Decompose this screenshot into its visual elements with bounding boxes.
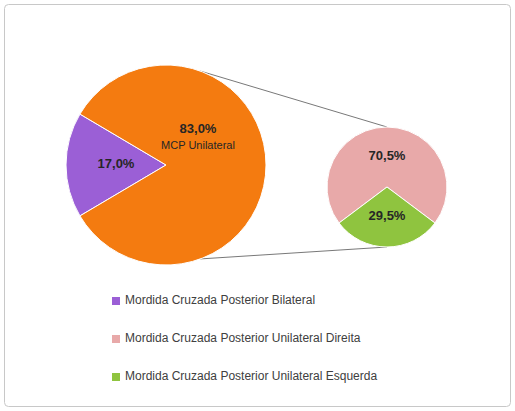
legend: Mordida Cruzada Posterior Bilateral Mordi… [112,293,377,383]
slice-label: MCP Unilateral [161,139,235,151]
pie [327,127,447,247]
legend-swatch [112,297,120,305]
data-label: 17,0% [98,156,135,171]
legend-label: Mordida Cruzada Posterior Unilateral Esq… [125,369,377,383]
legend-swatch [112,335,120,343]
plot-area [66,65,447,265]
legend-swatch [112,373,120,381]
data-label: 83,0% [180,121,217,136]
labels: 17,0% 83,0% MCP Unilateral 70,5% 29,5% [98,121,406,223]
data-label: 29,5% [369,208,406,223]
pie-slice [327,127,447,223]
pie-slice [339,187,435,247]
legend-label: Mordida Cruzada Posterior Unilateral Dir… [125,331,361,345]
chart: 17,0% 83,0% MCP Unilateral 70,5% 29,5% Mordid… [0,0,515,411]
chart-frame [5,5,511,407]
data-label: 70,5% [369,148,406,163]
connector-line [200,247,387,259]
pie-slice [80,65,266,265]
legend-label: Mordida Cruzada Posterior Bilateral [125,293,315,307]
pie [66,65,266,265]
